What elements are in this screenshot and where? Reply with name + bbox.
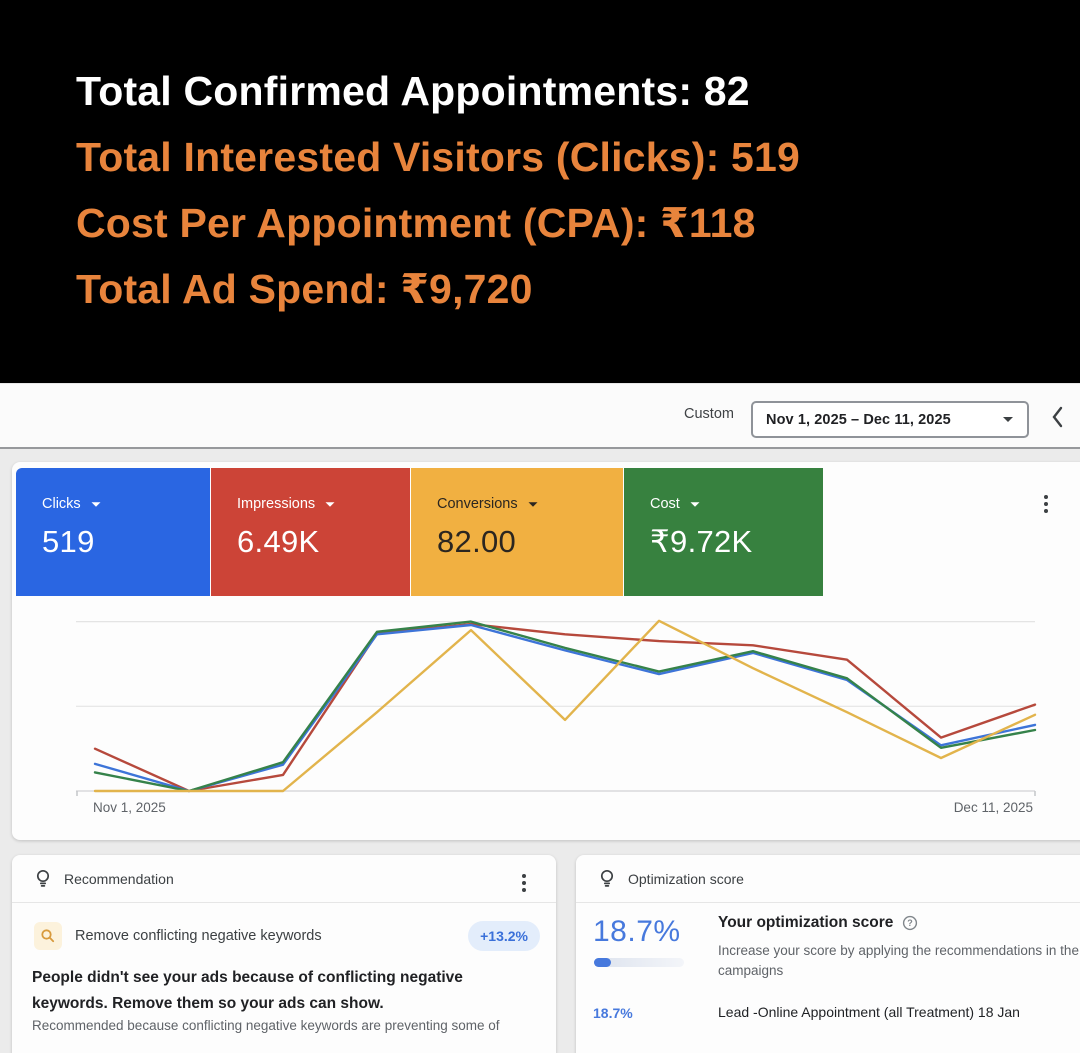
optimization-score-progressbar [594, 958, 684, 967]
caret-down-icon [325, 501, 335, 507]
caret-down-icon [91, 501, 101, 507]
lightbulb-icon [36, 869, 50, 887]
help-icon[interactable]: ? [902, 915, 918, 931]
metric-tiles: Clicks 519 Impressions 6.49K Conversions… [16, 468, 823, 596]
metric-value: 82.00 [437, 524, 517, 559]
overview-menu-kebab-icon[interactable] [1040, 488, 1052, 520]
optimization-card-header: Optimization score [576, 855, 1080, 903]
recommendation-card-header: Recommendation [12, 855, 556, 903]
svg-text:?: ? [908, 918, 914, 928]
lightbulb-icon [600, 869, 614, 887]
date-range-type-label: Custom [684, 406, 734, 422]
recommendation-header-label: Recommendation [64, 871, 174, 887]
metric-value: ₹9.72K [650, 524, 753, 559]
recommendation-headline: People didn't see your ads because of co… [32, 969, 463, 1012]
optimization-header-label: Optimization score [628, 871, 744, 887]
recommendation-reason: Recommended because conflicting negative… [32, 1018, 500, 1033]
stat-total-ad-spend: Total Ad Spend: ₹9,720 [76, 266, 533, 312]
optimization-score-card: Optimization score 18.7% Your optimizati… [576, 855, 1080, 1053]
date-range-value: Nov 1, 2025 – Dec 11, 2025 [766, 411, 951, 428]
optimization-score-value: 18.7% [593, 915, 681, 948]
google-ads-dashboard: Custom Nov 1, 2025 – Dec 11, 2025 Clicks… [0, 383, 1080, 1053]
optimization-title-row: Your optimization score ? [718, 914, 918, 932]
campaign-score: 18.7% [593, 1005, 633, 1021]
metric-label: Impressions [237, 496, 316, 512]
uplift-badge: +13.2% [468, 921, 540, 951]
x-axis-start-label: Nov 1, 2025 [93, 800, 166, 815]
x-axis-end-label: Dec 11, 2025 [953, 800, 1033, 815]
stat-cost-per-appointment: Cost Per Appointment (CPA): ₹118 [76, 200, 756, 246]
metric-tile-impressions[interactable]: Impressions 6.49K [211, 468, 410, 596]
date-toolbar: Custom Nov 1, 2025 – Dec 11, 2025 [0, 383, 1080, 449]
metric-label: Clicks [42, 496, 81, 512]
progress-fill [594, 958, 611, 967]
recommendation-item[interactable]: Remove conflicting negative keywords +13… [34, 921, 540, 951]
recommendation-card: Recommendation Remove conflicting negati… [12, 855, 556, 1053]
metric-label: Conversions [437, 496, 518, 512]
metric-tile-clicks[interactable]: Clicks 519 [16, 468, 210, 596]
caret-down-icon [528, 501, 538, 507]
metric-label: Cost [650, 496, 680, 512]
optimization-title: Your optimization score [718, 914, 894, 931]
metric-tile-cost[interactable]: Cost ₹9.72K [624, 468, 823, 596]
keyword-search-icon [34, 922, 62, 950]
caret-down-icon [690, 501, 700, 507]
recommendation-menu-kebab-icon[interactable] [518, 867, 530, 899]
stat-interested-visitors: Total Interested Visitors (Clicks): 519 [76, 134, 801, 180]
chevron-left-icon[interactable] [1050, 405, 1064, 429]
metric-value: 519 [42, 524, 95, 559]
summary-stats: Total Confirmed Appointments: 82 Total I… [76, 58, 800, 322]
optimization-description: Increase your score by applying the reco… [718, 943, 1079, 978]
caret-down-icon [1003, 417, 1013, 422]
recommendation-title: Remove conflicting negative keywords [75, 928, 322, 944]
overview-trend-chart [76, 619, 1037, 796]
metric-value: 6.49K [237, 524, 320, 559]
campaign-name[interactable]: Lead -Online Appointment (all Treatment)… [718, 1004, 1020, 1020]
stat-confirmed-appointments: Total Confirmed Appointments: 82 [76, 68, 750, 114]
metric-tile-conversions[interactable]: Conversions 82.00 [411, 468, 623, 596]
overview-card: Clicks 519 Impressions 6.49K Conversions… [12, 462, 1080, 840]
date-range-dropdown[interactable]: Nov 1, 2025 – Dec 11, 2025 [751, 401, 1029, 438]
